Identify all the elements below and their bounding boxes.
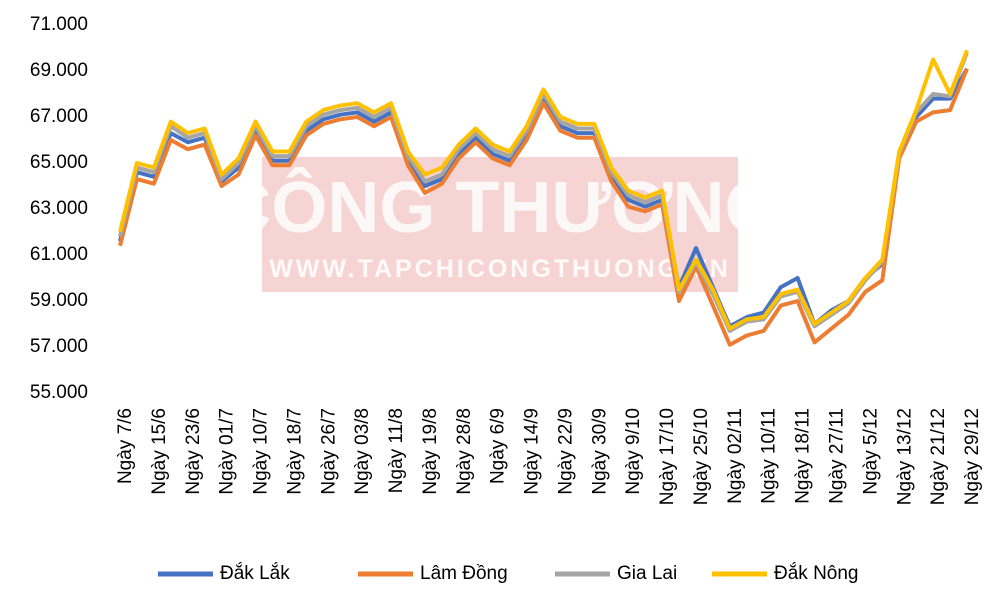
x-tick-label: Ngày 18/11 (793, 408, 814, 504)
watermark-title: CÔNG THƯƠNG (219, 167, 780, 248)
x-tick-label: Ngày 28/8 (454, 408, 475, 495)
x-tick-label: Ngày 26/7 (318, 408, 339, 495)
x-tick-label: Ngày 02/11 (725, 408, 746, 504)
legend-label: Đắk Nông (774, 562, 859, 584)
x-tick-label: Ngày 03/8 (352, 408, 373, 495)
y-tick-label: 61.000 (30, 244, 88, 265)
x-tick-label: Ngày 29/12 (962, 408, 983, 505)
y-tick-label: 69.000 (30, 60, 88, 81)
legend-label: Gia Lai (617, 563, 677, 584)
x-tick-label: Ngày 9/10 (623, 408, 644, 495)
y-tick-label: 71.000 (30, 14, 88, 35)
legend-label: Lâm Đồng (420, 563, 508, 584)
x-tick-label: Ngày 5/12 (860, 408, 881, 495)
x-tick-label: Ngày 14/9 (522, 408, 543, 495)
x-tick-label: Ngày 18/7 (284, 408, 305, 495)
y-tick-label: 55.000 (30, 382, 88, 403)
y-tick-label: 59.000 (30, 290, 88, 311)
x-tick-label: Ngày 27/11 (826, 408, 847, 504)
series-line (118, 67, 969, 347)
y-tick-label: 57.000 (30, 336, 88, 357)
y-tick-label: 63.000 (30, 198, 88, 219)
watermark-url: WWW.TAPCHICONGTHUONG.VN (269, 255, 731, 283)
x-tick-label: Ngày 7/6 (115, 408, 136, 484)
x-tick-label: Ngày 25/10 (691, 408, 712, 505)
x-tick-label: Ngày 10/7 (251, 408, 272, 495)
x-tick-label: Ngày 30/9 (589, 408, 610, 495)
x-tick-label: Ngày 17/10 (657, 408, 678, 505)
series-line (118, 49, 969, 331)
legend-label: Đắk Lắk (220, 562, 290, 584)
x-tick-label: Ngày 22/9 (555, 408, 576, 495)
watermark-box (262, 157, 738, 292)
x-tick-label: Ngày 10/11 (759, 408, 780, 504)
x-tick-label: Ngày 13/12 (894, 408, 915, 505)
x-tick-label: Ngày 11/8 (386, 408, 407, 493)
x-tick-label: Ngày 6/9 (488, 408, 509, 484)
x-tick-label: Ngày 01/7 (217, 408, 238, 495)
y-tick-label: 65.000 (30, 152, 88, 173)
x-tick-label: Ngày 21/12 (928, 408, 949, 505)
x-tick-label: Ngày 15/6 (149, 408, 170, 495)
x-tick-label: Ngày 23/6 (183, 408, 204, 495)
x-tick-label: Ngày 19/8 (420, 408, 441, 495)
y-tick-label: 67.000 (30, 106, 88, 127)
